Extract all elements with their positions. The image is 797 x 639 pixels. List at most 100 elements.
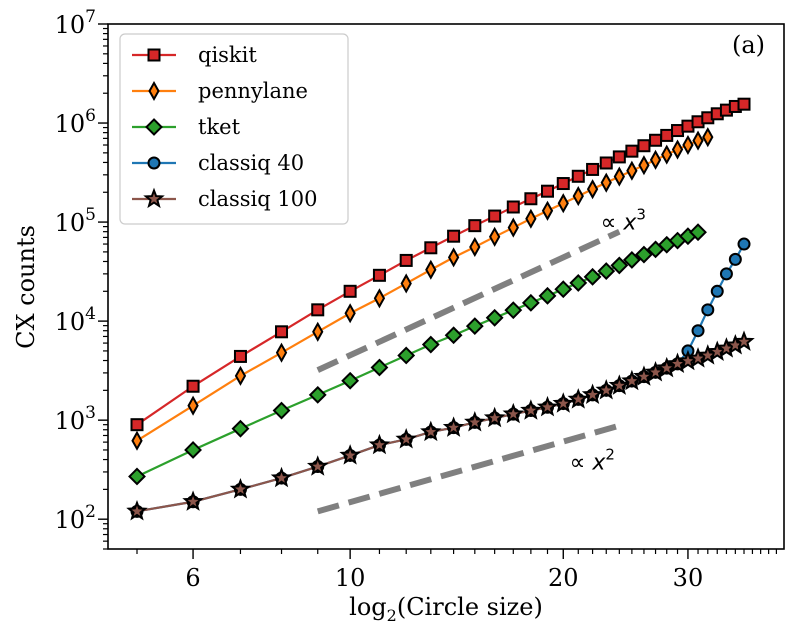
- data-point-pennylane: [187, 395, 199, 416]
- data-point-pennylane: [649, 149, 662, 170]
- y-tick-label: 103: [55, 403, 96, 435]
- data-point-pennylane: [312, 321, 324, 342]
- data-point-qiskit: [343, 284, 357, 298]
- x-axis-label: log2(Circle size): [349, 593, 543, 625]
- data-point-tket: [521, 293, 540, 312]
- data-point-qiskit: [540, 184, 554, 198]
- plot-frame: [107, 23, 785, 550]
- data-point-qiskit: [571, 169, 585, 183]
- data-point-pennylane: [507, 217, 519, 238]
- series-points-classiq-100: [126, 330, 755, 521]
- data-point-qiskit: [637, 139, 651, 153]
- data-point-classiq-100: [483, 406, 506, 428]
- data-point-tket: [583, 267, 602, 286]
- y-tick-exp: 4: [85, 304, 96, 324]
- y-tick-exp: 5: [85, 205, 96, 225]
- data-point-classiq-100: [182, 490, 204, 511]
- data-point-pennylane: [692, 130, 704, 151]
- x-axis-label-sub: 2: [387, 606, 397, 625]
- data-point-pennylane: [702, 127, 714, 148]
- reference-label-x3: ∝ x3: [601, 206, 646, 236]
- reference-label-x2: ∝ x2: [570, 446, 615, 476]
- data-point-pennylane: [275, 342, 288, 363]
- y-tick-base: 10: [55, 506, 86, 534]
- data-point-qiskit: [506, 200, 520, 214]
- y-tick-exp: 7: [85, 7, 96, 27]
- data-point-tket: [308, 385, 327, 404]
- data-point-classiq-40: [701, 303, 715, 317]
- data-point-pennylane: [131, 430, 143, 451]
- data-point-tket: [272, 401, 291, 420]
- data-point-tket: [184, 441, 202, 459]
- legend-marker: [143, 187, 165, 209]
- data-point-qiskit: [737, 97, 751, 111]
- reference-lines: ∝ x3∝ x2: [316, 206, 646, 515]
- x-axis-label-log: log: [349, 593, 387, 621]
- data-point-pennylane: [557, 193, 569, 214]
- legend-marker: [147, 156, 161, 170]
- data-point-pennylane: [572, 186, 584, 207]
- legend: qiskit pennylane tket classiq 40 classiq 100: [119, 33, 349, 225]
- y-tick-exp: 3: [85, 403, 96, 423]
- legend-label: classiq 40: [198, 151, 304, 175]
- data-point-tket: [485, 308, 504, 327]
- data-point-tket: [465, 317, 484, 336]
- data-point-tket: [444, 326, 463, 345]
- data-point-pennylane: [682, 134, 694, 156]
- data-point-pennylane: [234, 365, 247, 386]
- data-point-qiskit: [671, 124, 685, 138]
- data-point-qiskit: [311, 303, 325, 317]
- data-point-tket: [370, 358, 389, 377]
- reference-line-x2: [316, 422, 621, 515]
- data-point-classiq-40: [728, 252, 742, 266]
- data-point-pennylane: [638, 155, 650, 176]
- legend-item-pennylane: pennylane: [132, 79, 308, 103]
- y-tick-label: 107: [55, 7, 96, 39]
- data-point-classiq-100: [502, 402, 525, 424]
- reference-label-var: x: [591, 451, 606, 476]
- x-axis: 6 10 20 30: [136, 549, 778, 592]
- data-point-classiq-100: [270, 466, 293, 488]
- data-point-qiskit: [130, 418, 144, 432]
- data-point-classiq-100: [608, 374, 631, 395]
- data-point-tket: [538, 286, 557, 305]
- legend-label: classiq 100: [198, 187, 317, 211]
- series-points-qiskit: [130, 97, 751, 432]
- data-point-classiq-100: [733, 330, 755, 351]
- data-point-tket: [689, 223, 707, 242]
- reference-label-prop: ∝: [601, 211, 624, 236]
- data-point-qiskit: [186, 379, 200, 393]
- data-point-qiskit: [275, 325, 289, 339]
- data-point-classiq-100: [621, 369, 643, 391]
- y-tick-label: 106: [55, 106, 96, 138]
- data-point-qiskit: [599, 156, 613, 170]
- series-markers: [126, 97, 755, 521]
- panel-label: (a): [732, 31, 765, 59]
- data-point-tket: [610, 256, 629, 275]
- data-point-classiq-100: [420, 420, 442, 442]
- data-point-pennylane: [469, 236, 481, 258]
- x-tick-label: 6: [185, 564, 200, 592]
- data-point-qiskit: [660, 128, 674, 142]
- reference-label-var: x: [622, 211, 637, 236]
- data-point-classiq-100: [520, 399, 542, 420]
- data-point-pennylane: [671, 139, 684, 160]
- legend-item-qiskit: qiskit: [132, 43, 257, 67]
- data-point-pennylane: [425, 259, 437, 280]
- y-tick-label: 104: [55, 304, 96, 336]
- x-tick-label: 20: [548, 564, 579, 592]
- data-point-pennylane: [344, 303, 356, 324]
- data-point-tket: [231, 419, 250, 438]
- data-point-qiskit: [625, 144, 639, 158]
- data-point-qiskit: [468, 219, 482, 233]
- data-point-classiq-100: [595, 379, 618, 400]
- data-point-tket: [341, 371, 360, 390]
- data-point-qiskit: [556, 177, 570, 191]
- data-point-classiq-40: [691, 324, 705, 338]
- reference-label-exp: 3: [636, 206, 646, 224]
- legend-marker: [148, 80, 160, 102]
- data-point-pennylane: [373, 288, 386, 309]
- data-point-classiq-100: [395, 428, 417, 449]
